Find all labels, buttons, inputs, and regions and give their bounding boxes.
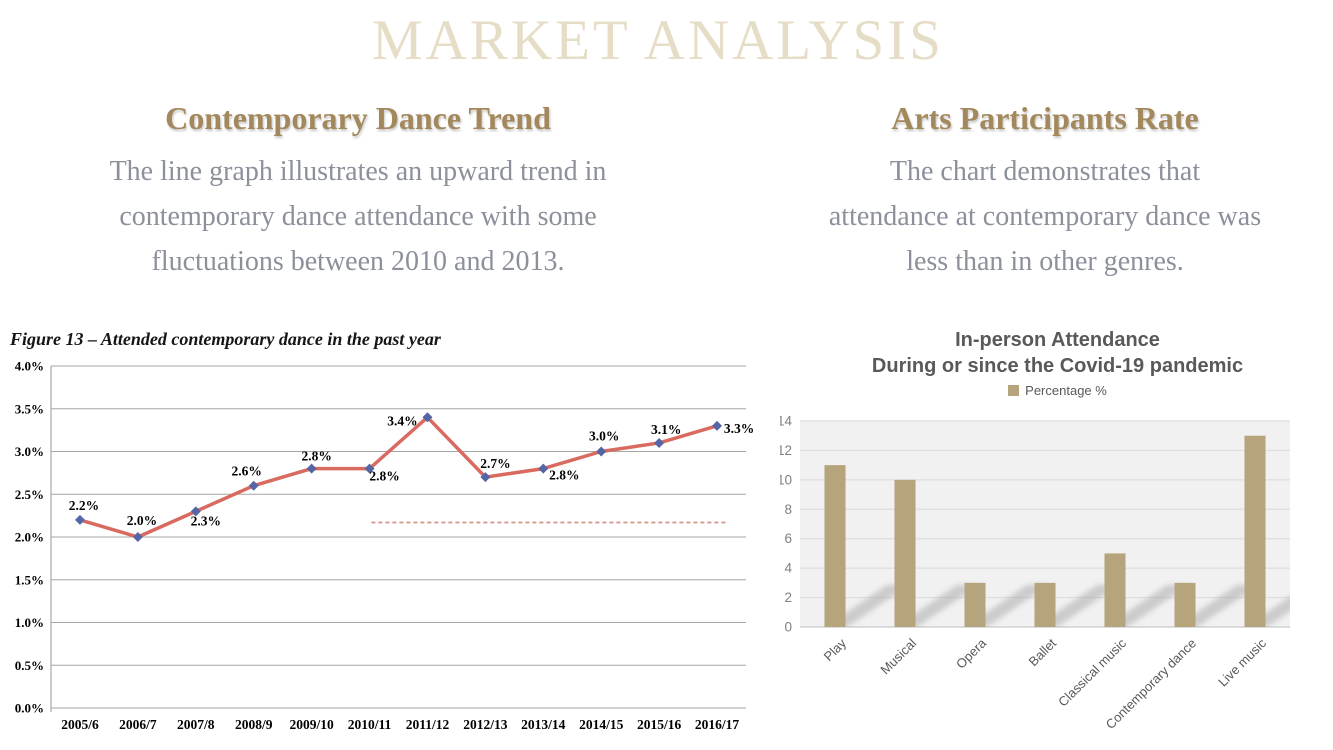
y-axis-label: 0.5% — [15, 658, 44, 673]
y-axis-label: 2.5% — [15, 487, 44, 502]
y-axis-label: 10 — [780, 472, 792, 487]
series-line — [78, 415, 719, 539]
y-axis-label: 1.0% — [15, 615, 44, 630]
bar-shadow — [1105, 585, 1189, 627]
x-axis-label: 2006/7 — [119, 717, 157, 732]
data-point-label: 3.0% — [589, 429, 619, 444]
legend-label: Percentage % — [1025, 383, 1107, 398]
bar-shadows — [825, 585, 1290, 627]
body-line: fluctuations between 2010 and 2013. — [151, 246, 565, 277]
data-point-marker — [654, 437, 665, 448]
bar-shadow — [965, 585, 1049, 627]
bar-shadow — [895, 585, 979, 627]
data-point-marker — [190, 506, 201, 517]
y-axis-label: 6 — [784, 531, 792, 546]
x-axis-label: 2016/17 — [695, 717, 740, 732]
x-axis-label: 2014/15 — [579, 717, 624, 732]
category-label: Classical music — [1055, 635, 1129, 709]
category-label: Ballet — [1026, 635, 1060, 669]
bar-chart-title-line: In-person Attendance — [955, 329, 1160, 351]
y-axis-label: 2.0% — [15, 530, 44, 545]
y-axis-label: 1.5% — [15, 572, 44, 587]
bar — [824, 465, 846, 627]
line-chart: 0.0% 0.5% 1.0% 1.5% 2.0% 2.5% 3.0% 3.5% 4.0% 2005… — [15, 359, 754, 733]
bar — [1034, 582, 1056, 627]
data-point-label: 2.6% — [232, 464, 262, 479]
data-point-label: 2.8% — [549, 468, 579, 483]
figure-caption: Figure 13 – Attended contemporary dance … — [10, 329, 441, 349]
body-line: less than in other genres. — [906, 246, 1184, 277]
x-axis-label: 2011/12 — [406, 717, 450, 732]
y-axis-label: 2 — [784, 590, 792, 605]
data-point-label: 2.8% — [369, 469, 399, 484]
bar-chart: 0 2 4 6 8 10 12 14 Play Musical Opera BalletClassic… — [780, 414, 1290, 732]
x-axis-label: 2009/10 — [289, 717, 334, 732]
x-axis-label: 2012/13 — [463, 717, 508, 732]
bar — [1174, 582, 1196, 627]
y-axis-label: 0 — [784, 620, 792, 635]
data-point-marker — [364, 463, 375, 474]
data-point-label: 2.0% — [127, 513, 157, 528]
data-point-marker — [74, 514, 85, 525]
data-point-marker — [712, 420, 723, 431]
bar-shadow — [1035, 585, 1119, 627]
category-label: Live music — [1215, 635, 1269, 689]
data-point-label: 2.3% — [191, 513, 221, 528]
data-point-marker — [248, 480, 259, 491]
data-point-label: 2.2% — [69, 498, 99, 513]
y-axis-label: 12 — [780, 443, 792, 458]
data-point-marker — [538, 463, 549, 474]
left-section: Contemporary Dance Trend The line graph … — [40, 100, 676, 284]
x-axis-label: 2007/8 — [177, 717, 215, 732]
data-point-label: 3.3% — [724, 421, 754, 436]
x-axis-label: 2008/9 — [235, 717, 273, 732]
y-axis-label: 4 — [784, 561, 792, 576]
x-axis-label: 2015/16 — [637, 717, 682, 732]
data-point-label: 3.1% — [651, 422, 681, 437]
y-axis-label: 8 — [784, 502, 792, 517]
left-section-heading: Contemporary Dance Trend — [165, 100, 551, 136]
bar-shadow — [1175, 585, 1259, 627]
category-label: Opera — [953, 635, 990, 672]
right-section: Arts Participants Rate The chart demonst… — [728, 100, 1333, 284]
bar — [1104, 553, 1126, 627]
y-axis-label: 4.0% — [15, 359, 44, 374]
bar — [964, 582, 986, 627]
right-section-heading: Arts Participants Rate — [891, 100, 1199, 136]
right-section-body: The chart demonstrates that attendance a… — [728, 149, 1333, 284]
data-point-marker — [596, 446, 607, 457]
bar-chart-title: In-person Attendance During or since the… — [790, 327, 1325, 379]
body-line: The chart demonstrates that — [889, 156, 1201, 187]
legend: Percentage % — [790, 383, 1325, 398]
bar-chart-title-line: During or since the Covid-19 pandemic — [871, 355, 1244, 377]
bar — [894, 479, 916, 627]
category-label: Play — [821, 635, 850, 664]
data-point-marker — [422, 412, 433, 423]
data-point-label: 3.4% — [387, 413, 417, 428]
body-line: contemporary dance attendance with some — [119, 201, 597, 232]
data-point-label: 2.8% — [301, 449, 331, 464]
x-axis-label: 2013/14 — [521, 717, 566, 732]
data-point-label: 2.7% — [480, 456, 510, 471]
body-line: The line graph illustrates an upward tre… — [109, 156, 607, 187]
bar-shadow — [825, 585, 909, 627]
category-label: Musical — [877, 635, 919, 677]
left-section-body: The line graph illustrates an upward tre… — [40, 149, 676, 284]
x-axis-label: 2010/11 — [348, 717, 392, 732]
x-axis-label: 2005/6 — [61, 717, 99, 732]
data-point-marker — [480, 472, 491, 483]
page-title: MARKET ANALYSIS — [372, 9, 944, 72]
y-axis-label: 14 — [780, 414, 792, 429]
data-point-marker — [132, 532, 143, 542]
body-line: attendance at contemporary dance was — [828, 201, 1262, 232]
y-axis-label: 3.0% — [15, 444, 44, 459]
y-axis-label: 3.5% — [15, 401, 44, 416]
y-axis-label: 0.0% — [15, 701, 44, 716]
data-point-marker — [306, 463, 317, 474]
bar — [1244, 435, 1266, 627]
legend-swatch — [1008, 385, 1020, 396]
